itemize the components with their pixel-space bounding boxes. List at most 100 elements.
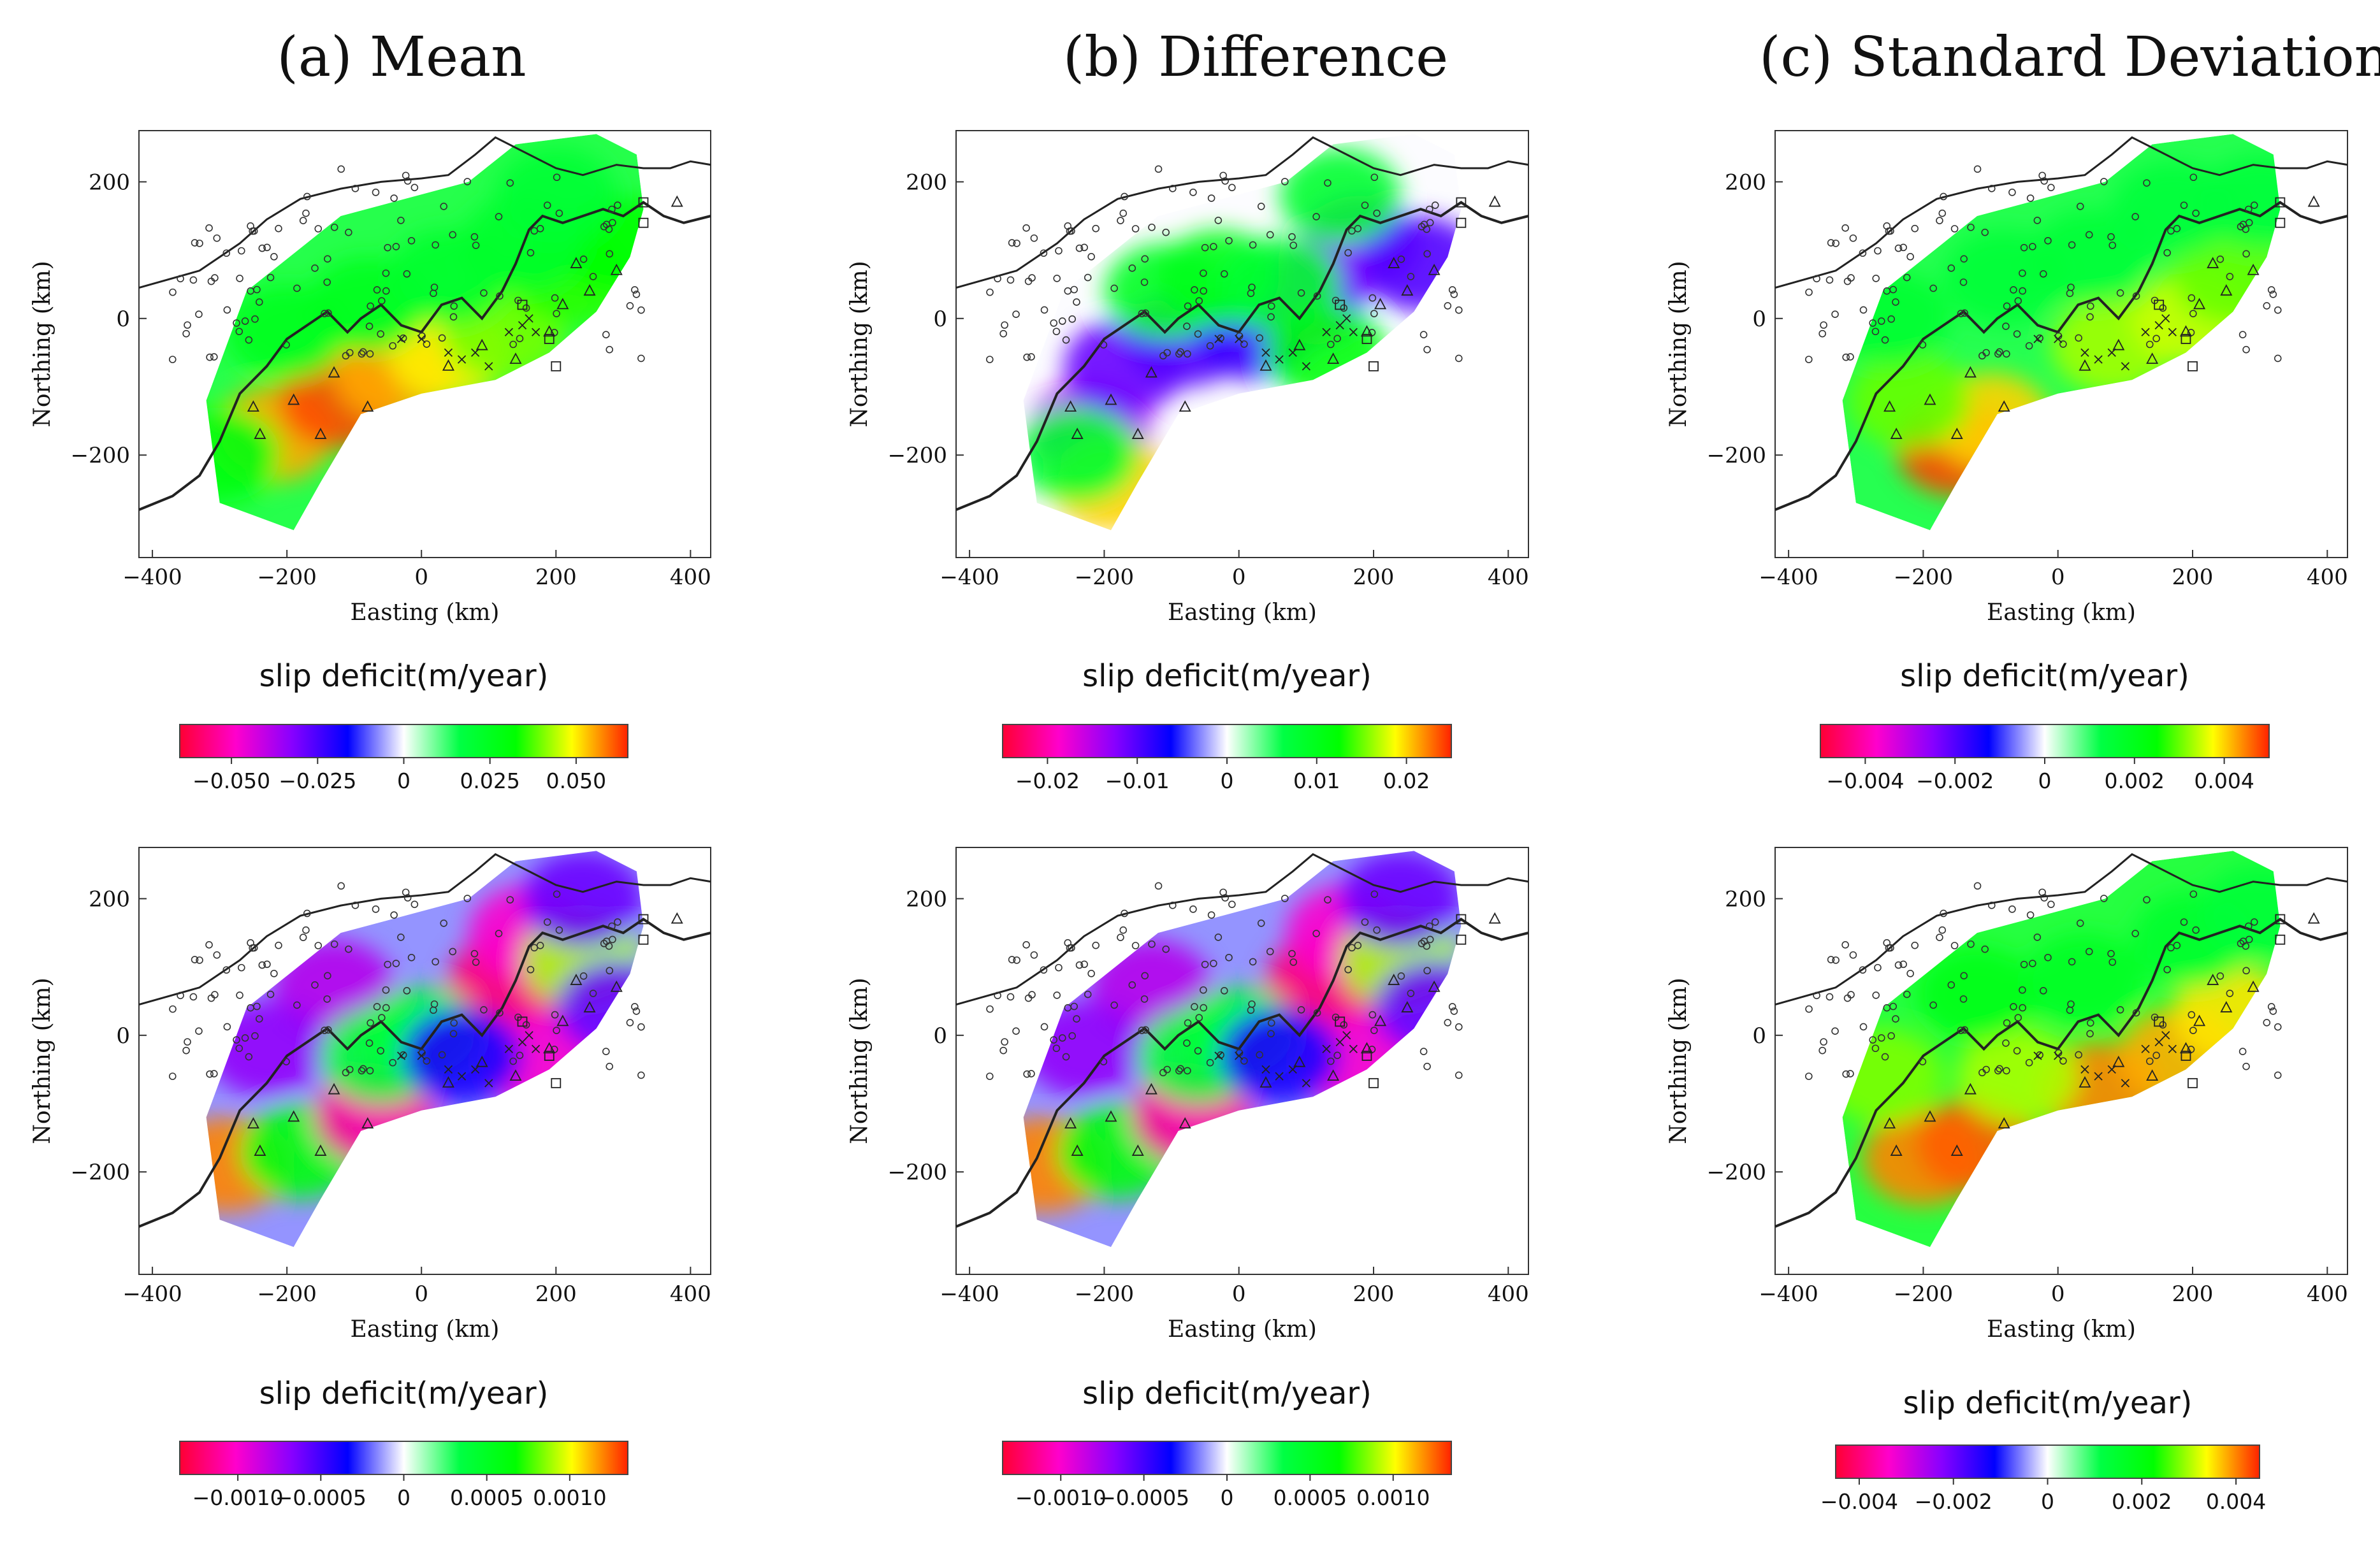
gnss-station-119 xyxy=(1455,354,1463,363)
square-station-3 xyxy=(638,217,649,228)
seafloor-station-12 xyxy=(2220,1001,2233,1012)
gnss-station-63 xyxy=(994,991,1001,1000)
gnss-station-101 xyxy=(1425,922,1433,930)
colorbar-tick-label: 0.0005 xyxy=(450,1485,523,1510)
gnss-station-40 xyxy=(449,1030,458,1038)
gnss-station-36 xyxy=(1448,286,1456,294)
gnss-station-55 xyxy=(2216,972,2224,980)
gnss-station-91 xyxy=(1871,1044,1880,1053)
gnss-station-18 xyxy=(472,241,480,249)
gnss-station-12 xyxy=(1070,1002,1078,1011)
gnss-station-22 xyxy=(2116,1005,2124,1014)
gnss-station-15 xyxy=(1194,330,1202,338)
gnss-station-113 xyxy=(184,321,191,329)
gnss-station-49 xyxy=(1040,249,1048,257)
gnss-station-44 xyxy=(2132,1009,2140,1017)
x-axis-label: Easting (km) xyxy=(1168,1316,1317,1343)
seafloor-station-3 xyxy=(1950,428,1963,439)
gnss-station-103 xyxy=(247,939,254,947)
gnss-station-52 xyxy=(551,294,559,302)
gnss-station-35 xyxy=(1257,919,1265,927)
gnss-station-76 xyxy=(1878,1034,1885,1042)
gnss-station-36 xyxy=(631,286,639,294)
gnss-station-119 xyxy=(637,1071,645,1079)
gnss-station-69 xyxy=(1959,278,1968,286)
panel-bottom-stddev: −400 −200 0 200 400 −200 0 200 Easting (km) North… xyxy=(1665,847,2348,1514)
gnss-station-79 xyxy=(1006,993,1015,1001)
gnss-station-73 xyxy=(182,1046,190,1055)
gnss-station-10 xyxy=(2263,302,2271,310)
cross-station-1 xyxy=(1235,1051,1244,1060)
gnss-station-93 xyxy=(516,1051,524,1060)
gnss-station-81 xyxy=(2008,905,2016,913)
gnss-station-36 xyxy=(2267,1003,2275,1011)
gnss-station-108 xyxy=(1324,896,1331,904)
gnss-station-103 xyxy=(247,222,254,230)
x-tick-label: −400 xyxy=(940,1281,999,1307)
square-station-3 xyxy=(2275,934,2286,945)
axes-frame xyxy=(955,130,1529,558)
gnss-station-87 xyxy=(1154,882,1163,890)
gnss-station-59 xyxy=(1887,1032,1895,1040)
gnss-station-84 xyxy=(213,951,221,959)
colorbar-bottom-mean: slip deficit(m/year) −0.0010−0.0005 0 0.000… xyxy=(179,1376,628,1510)
gnss-station-100 xyxy=(293,1001,301,1009)
gnss-station-83 xyxy=(1936,217,1943,224)
square-station-4 xyxy=(2275,914,2286,925)
gnss-station-98 xyxy=(195,1027,203,1035)
gnss-station-49 xyxy=(1859,249,1867,257)
gnss-station-55 xyxy=(579,972,588,980)
heat-cell-13 xyxy=(1219,1007,1340,1104)
gnss-station-105 xyxy=(589,990,597,997)
gnss-station-87 xyxy=(337,882,345,890)
gnss-station-111 xyxy=(1288,949,1296,958)
gnss-station-89 xyxy=(1423,250,1431,258)
heatmap-blobs xyxy=(1023,851,1462,1213)
gnss-station-40 xyxy=(1267,313,1275,321)
gnss-station-104 xyxy=(1220,270,1228,278)
gnss-station-54 xyxy=(1177,348,1184,356)
colorbar-gradient xyxy=(1002,1441,1452,1475)
gnss-station-107 xyxy=(1256,1051,1263,1059)
gnss-station-2 xyxy=(1832,956,1839,964)
gnss-station-59 xyxy=(251,315,259,323)
seafloor-station-12 xyxy=(583,1001,596,1012)
cross-station-1 xyxy=(2054,335,2063,343)
panel-bottom-mean: −400 −200 0 200 400 −200 0 200 Easting (km) North… xyxy=(29,847,711,1510)
gnss-station-5 xyxy=(2019,1004,2026,1012)
gnss-station-30 xyxy=(2269,1007,2277,1015)
gnss-station-55 xyxy=(1397,256,1405,263)
cross-station-2 xyxy=(2080,1065,2089,1074)
cross-station-8 xyxy=(2161,314,2170,323)
gnss-station-118 xyxy=(358,1067,366,1075)
heatmap-field xyxy=(1842,851,2281,1248)
cross-station-6 xyxy=(1322,1044,1331,1053)
gnss-station-86 xyxy=(1214,217,1223,224)
seafloor-station-9 xyxy=(1360,1042,1373,1054)
gnss-station-84 xyxy=(1849,234,1857,242)
gnss-station-97 xyxy=(1874,247,1882,255)
gnss-station-71 xyxy=(407,236,416,245)
colorbar-gradient xyxy=(1820,724,2270,758)
gnss-station-43 xyxy=(1087,253,1095,261)
gnss-station-107 xyxy=(438,1051,446,1059)
colorbar-tick-label: −0.002 xyxy=(1915,1489,1992,1514)
gnss-station-55 xyxy=(579,256,588,263)
gnss-station-53 xyxy=(430,289,437,298)
x-axis-label: Easting (km) xyxy=(1987,1316,2136,1343)
x-tick-label: −200 xyxy=(1075,565,1134,590)
gnss-station-119 xyxy=(637,354,645,363)
gnss-station-14 xyxy=(1370,890,1379,898)
gnss-station-47 xyxy=(1228,900,1236,909)
gnss-station-83 xyxy=(299,217,307,224)
colorbar-tick-label: 0.050 xyxy=(546,768,606,793)
gnss-station-89 xyxy=(2242,967,2250,975)
gnss-station-58 xyxy=(1950,942,1959,949)
gnss-station-42 xyxy=(382,986,390,994)
gnss-station-67 xyxy=(282,1058,290,1065)
colorbar-gradient xyxy=(179,724,628,758)
seafloor-station-4 xyxy=(328,366,340,378)
gnss-station-32 xyxy=(303,192,311,201)
seafloor-station-14 xyxy=(671,912,683,924)
gnss-station-85 xyxy=(1163,1065,1171,1074)
